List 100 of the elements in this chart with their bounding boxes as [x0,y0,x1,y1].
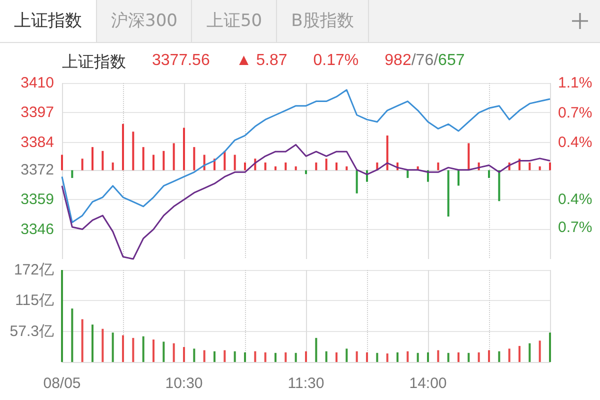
bar [142,336,144,362]
bar [71,308,74,362]
bar [447,352,450,362]
bar [396,352,398,362]
bar [325,351,328,362]
y2-tick-label: 0.4% [558,134,592,151]
bar [152,340,154,362]
text: 上证指数 [0,0,97,42]
text: 0.17% [313,52,359,71]
y2-tick-label: 1.1% [558,74,592,92]
bar [183,347,185,362]
bar [112,162,114,170]
text: 982/76/657 [384,52,465,69]
x-tick-label: 10:30 [165,375,203,392]
bar [336,162,338,170]
bar [549,332,551,362]
bar [528,343,531,362]
y-tick-label: 115亿 [15,292,54,309]
bar [193,147,196,170]
bar [92,324,94,362]
bar [61,154,63,170]
bar [102,150,104,170]
bar [518,346,520,362]
bar [224,350,226,362]
bar [183,128,185,170]
bar [346,348,348,362]
y-tick-label: 3372 [20,161,54,178]
y-tick-label: 3410 [20,74,54,92]
bar [214,351,216,362]
x-tick-label: 08/05 [43,375,81,392]
y-tick-label: 3346 [20,220,54,238]
y-tick-label: 3397 [20,104,54,122]
x-tick-label: 14:00 [409,375,447,392]
bar [244,352,246,362]
bar [458,170,460,186]
bar [81,158,84,170]
bar [508,348,510,362]
bar [366,352,368,362]
bar [315,338,318,362]
y-tick-label: 172亿 [14,262,54,278]
bar [224,150,226,170]
bar [538,340,541,362]
y2-tick-label: 0.7% [558,218,592,236]
bar [416,352,419,362]
bar [203,350,206,362]
bar [244,162,246,170]
bar [132,338,134,362]
bar [386,353,388,362]
x-tick-label: 11:30 [288,375,324,392]
y2-tick-label: 0.7% [558,104,592,122]
line-series [61,144,551,260]
bar [488,350,490,362]
text: ▲ 5.87 [236,52,288,71]
bar [132,132,134,170]
text: 沪深300 [97,0,192,42]
bar [386,135,388,170]
bar [427,352,429,362]
bar [538,166,541,170]
bar [71,170,74,178]
bar [162,150,165,170]
bar [294,166,297,170]
bar [294,352,297,362]
y-tick-label: 57.3亿 [10,322,54,340]
bar [264,352,266,362]
bar [447,170,450,217]
bar [376,352,378,362]
bar [284,162,287,170]
chart-title: 上证指数 [62,52,126,73]
bar [284,352,287,362]
bar [346,166,348,170]
bar [142,147,144,170]
bar [468,143,470,170]
bar [274,166,276,170]
bar [172,343,175,362]
bar [325,158,328,170]
bar [315,162,318,170]
bar [81,319,84,362]
bar [102,328,104,362]
bar [356,351,358,362]
bar [122,124,124,170]
bar [122,335,124,362]
y2-tick-label: 0.4% [558,191,592,208]
y-tick-label: 3384 [20,134,54,151]
bar [264,162,266,170]
bar [549,162,551,170]
bar [336,352,338,362]
bar [112,332,114,362]
bar [498,170,500,202]
bar [458,352,460,362]
text: B股指数 [277,0,369,42]
bar [437,162,440,170]
bar [498,351,500,362]
text: 3377.56 [152,52,210,71]
bar [356,170,358,194]
line-series [61,89,551,224]
bar [468,352,470,362]
bar [305,351,307,362]
bar [152,154,154,170]
bar [406,170,409,178]
bar [234,351,236,362]
